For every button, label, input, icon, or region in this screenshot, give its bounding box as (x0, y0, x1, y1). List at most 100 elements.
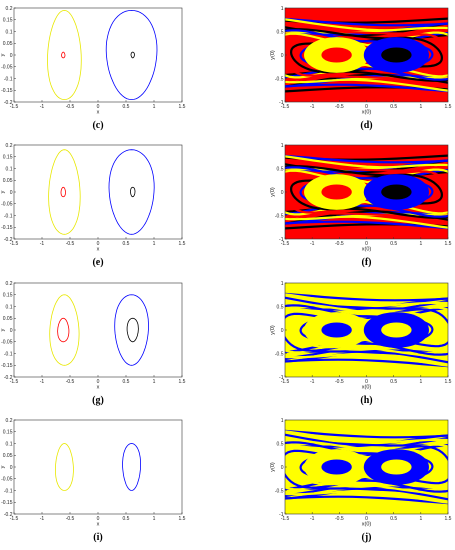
x-tick-label: 1 (419, 379, 422, 385)
x-tick-label: -1 (310, 104, 315, 110)
panel-g: -1.5 -1 -0.5 0 0.5 1 1.5 0.2 0.15 0.1 0.05 0 -0.05 -0… (0, 281, 186, 406)
left-core (321, 322, 352, 338)
basin-band (285, 158, 448, 226)
orbit-series-3 (126, 317, 139, 343)
orbit-series-2 (60, 186, 66, 198)
y-tick-label: 0 (281, 190, 284, 196)
y-tick-label: 0 (281, 465, 284, 471)
x-axis-label: x(0) (362, 247, 372, 253)
x-tick-label: 0 (365, 241, 368, 247)
basin-map (285, 145, 448, 239)
basin-band (285, 166, 448, 218)
orbit-series-0 (49, 294, 80, 366)
x-tick-label: 0 (97, 104, 100, 110)
panel-c: -1.5 -1 -0.5 0 0.5 1 1.5 0.2 0.15 0.1 0.05 0 -0.05 -0… (0, 6, 186, 131)
basin-band (285, 441, 448, 493)
y-tick-label: -0.15 (1, 225, 13, 231)
x-tick-label: 0.5 (390, 104, 397, 110)
x-tick-label: -1 (310, 516, 315, 522)
basin-band (285, 304, 448, 356)
x-axis-label: x (97, 110, 100, 116)
x-tick-label: -1.5 (281, 241, 290, 247)
orbit-series-1 (105, 9, 158, 101)
orbit-series-3 (130, 186, 136, 198)
x-tick-label: -0.5 (335, 379, 344, 385)
orbit-series-1 (108, 149, 155, 235)
y-tick-label: 0.1 (6, 304, 13, 310)
panel-label: (i) (93, 532, 102, 543)
y-tick-label: 0 (10, 190, 13, 196)
y-tick-label: -0.1 (4, 488, 13, 494)
y-tick-label: -0.5 (275, 213, 284, 219)
x-tick-label: -1 (40, 241, 45, 247)
basin-band (285, 301, 448, 359)
y-tick-label: 0.1 (6, 166, 13, 172)
y-tick-label: 0.15 (3, 430, 13, 436)
x-axis-label: x (97, 522, 100, 528)
plot-area (14, 145, 182, 239)
orbit-curves (47, 9, 158, 101)
x-tick-label: -1.5 (10, 104, 19, 110)
right-core (381, 184, 412, 200)
basin-band (285, 29, 448, 81)
y-tick-label: -0.1 (4, 351, 13, 357)
y-axis-label: y(0) (270, 187, 276, 197)
x-tick-label: 0 (97, 241, 100, 247)
y-tick-label: 0.5 (277, 441, 284, 447)
x-tick-label: 1.5 (445, 104, 452, 110)
y-tick-label: 0 (10, 53, 13, 59)
panel-label: (h) (360, 395, 372, 406)
x-tick-label: 1.5 (179, 104, 186, 110)
basin-band (285, 296, 448, 364)
y-tick-label: -0.1 (4, 76, 13, 82)
y-tick-label: 0.2 (6, 418, 13, 424)
orbit-series-0 (48, 149, 81, 235)
panel-label: (d) (360, 120, 372, 131)
right-core (381, 322, 412, 338)
orbit-series-3 (130, 51, 135, 59)
panel-j: -1.5 -1 -0.5 0 0.5 1 1.510.50-0.5-1x(0)y(0)(j) (270, 418, 452, 543)
x-axis-label: x(0) (362, 522, 372, 528)
x-tick-label: -0.5 (335, 241, 344, 247)
y-tick-label: 0.05 (3, 316, 13, 322)
y-axis-label: y(0) (270, 325, 276, 335)
orbit-series-2 (57, 317, 70, 343)
x-tick-label: -1.5 (10, 516, 19, 522)
x-tick-label: -0.5 (66, 516, 75, 522)
basin-band (285, 26, 448, 84)
x-tick-label: 0 (97, 516, 100, 522)
basin-band (285, 306, 448, 354)
y-tick-label: -0.5 (275, 76, 284, 82)
x-tick-label: 1.5 (179, 516, 186, 522)
y-tick-label: 0.15 (3, 18, 13, 24)
x-tick-label: -1 (40, 104, 45, 110)
y-tick-label: 0.5 (277, 166, 284, 172)
x-tick-label: -1 (310, 241, 315, 247)
orbit-curves (55, 443, 142, 491)
x-tick-label: 1.5 (445, 379, 452, 385)
y-tick-label: 0.05 (3, 178, 13, 184)
x-tick-label: -0.5 (335, 516, 344, 522)
y-tick-label: -0.2 (4, 100, 13, 106)
y-tick-label: 0.2 (6, 281, 13, 287)
x-tick-label: 0.5 (123, 379, 130, 385)
y-tick-label: -1 (279, 100, 284, 106)
panel-label: (e) (92, 257, 103, 268)
basin-map (285, 420, 448, 514)
y-tick-label: 0.5 (277, 29, 284, 35)
x-tick-label: 1 (419, 241, 422, 247)
x-tick-label: 1.5 (179, 379, 186, 385)
x-tick-label: -1.5 (281, 104, 290, 110)
orbit-curves (49, 294, 149, 366)
panel-f: -1.5 -1 -0.5 0 0.5 1 1.510.50-0.5-1x(0)y(0)(f) (270, 143, 452, 268)
orbit-series-2 (61, 51, 66, 59)
x-tick-label: -0.5 (66, 379, 75, 385)
x-tick-label: 0 (365, 516, 368, 522)
x-tick-label: 0.5 (390, 379, 397, 385)
left-core (321, 184, 352, 200)
y-tick-label: 0.5 (277, 304, 284, 310)
y-tick-label: 0 (10, 465, 13, 471)
left-core (321, 47, 352, 63)
y-tick-label: 0.2 (6, 6, 13, 12)
